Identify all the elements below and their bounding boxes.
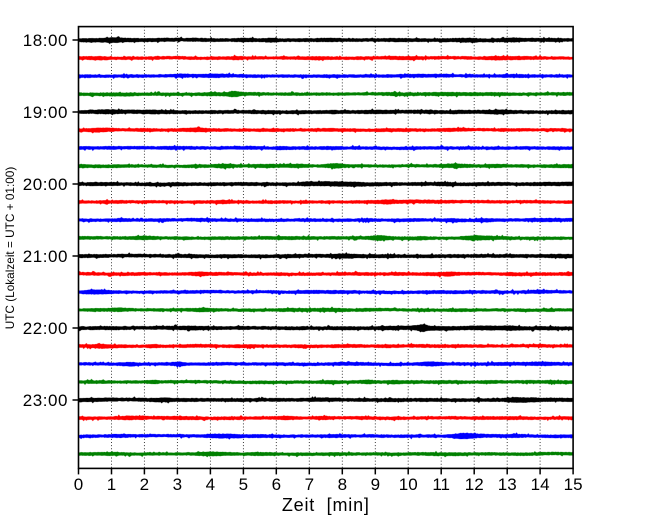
svg-text:7: 7 [305,475,314,494]
svg-text:4: 4 [206,475,215,494]
svg-text:12: 12 [465,475,484,494]
svg-text:0: 0 [74,475,83,494]
svg-text:8: 8 [338,475,347,494]
svg-text:2: 2 [140,475,149,494]
svg-text:5: 5 [239,475,248,494]
svg-text:11: 11 [432,475,450,494]
svg-text:3: 3 [173,475,182,494]
svg-text:18:00: 18:00 [23,31,68,50]
svg-text:UTC (Lokalzeit = UTC + 01:00): UTC (Lokalzeit = UTC + 01:00) [3,167,17,330]
svg-text:1: 1 [107,475,116,494]
svg-text:13: 13 [498,475,517,494]
svg-text:14: 14 [531,475,550,494]
svg-text:21:00: 21:00 [23,247,68,266]
svg-text:Zeit [min]: Zeit [min] [282,495,370,515]
svg-text:23:00: 23:00 [23,391,68,410]
svg-text:15: 15 [564,475,583,494]
svg-text:10: 10 [399,475,418,494]
svg-text:9: 9 [371,475,380,494]
svg-text:6: 6 [272,475,281,494]
svg-text:19:00: 19:00 [23,103,68,122]
svg-text:22:00: 22:00 [23,319,68,338]
svg-text:20:00: 20:00 [23,175,68,194]
